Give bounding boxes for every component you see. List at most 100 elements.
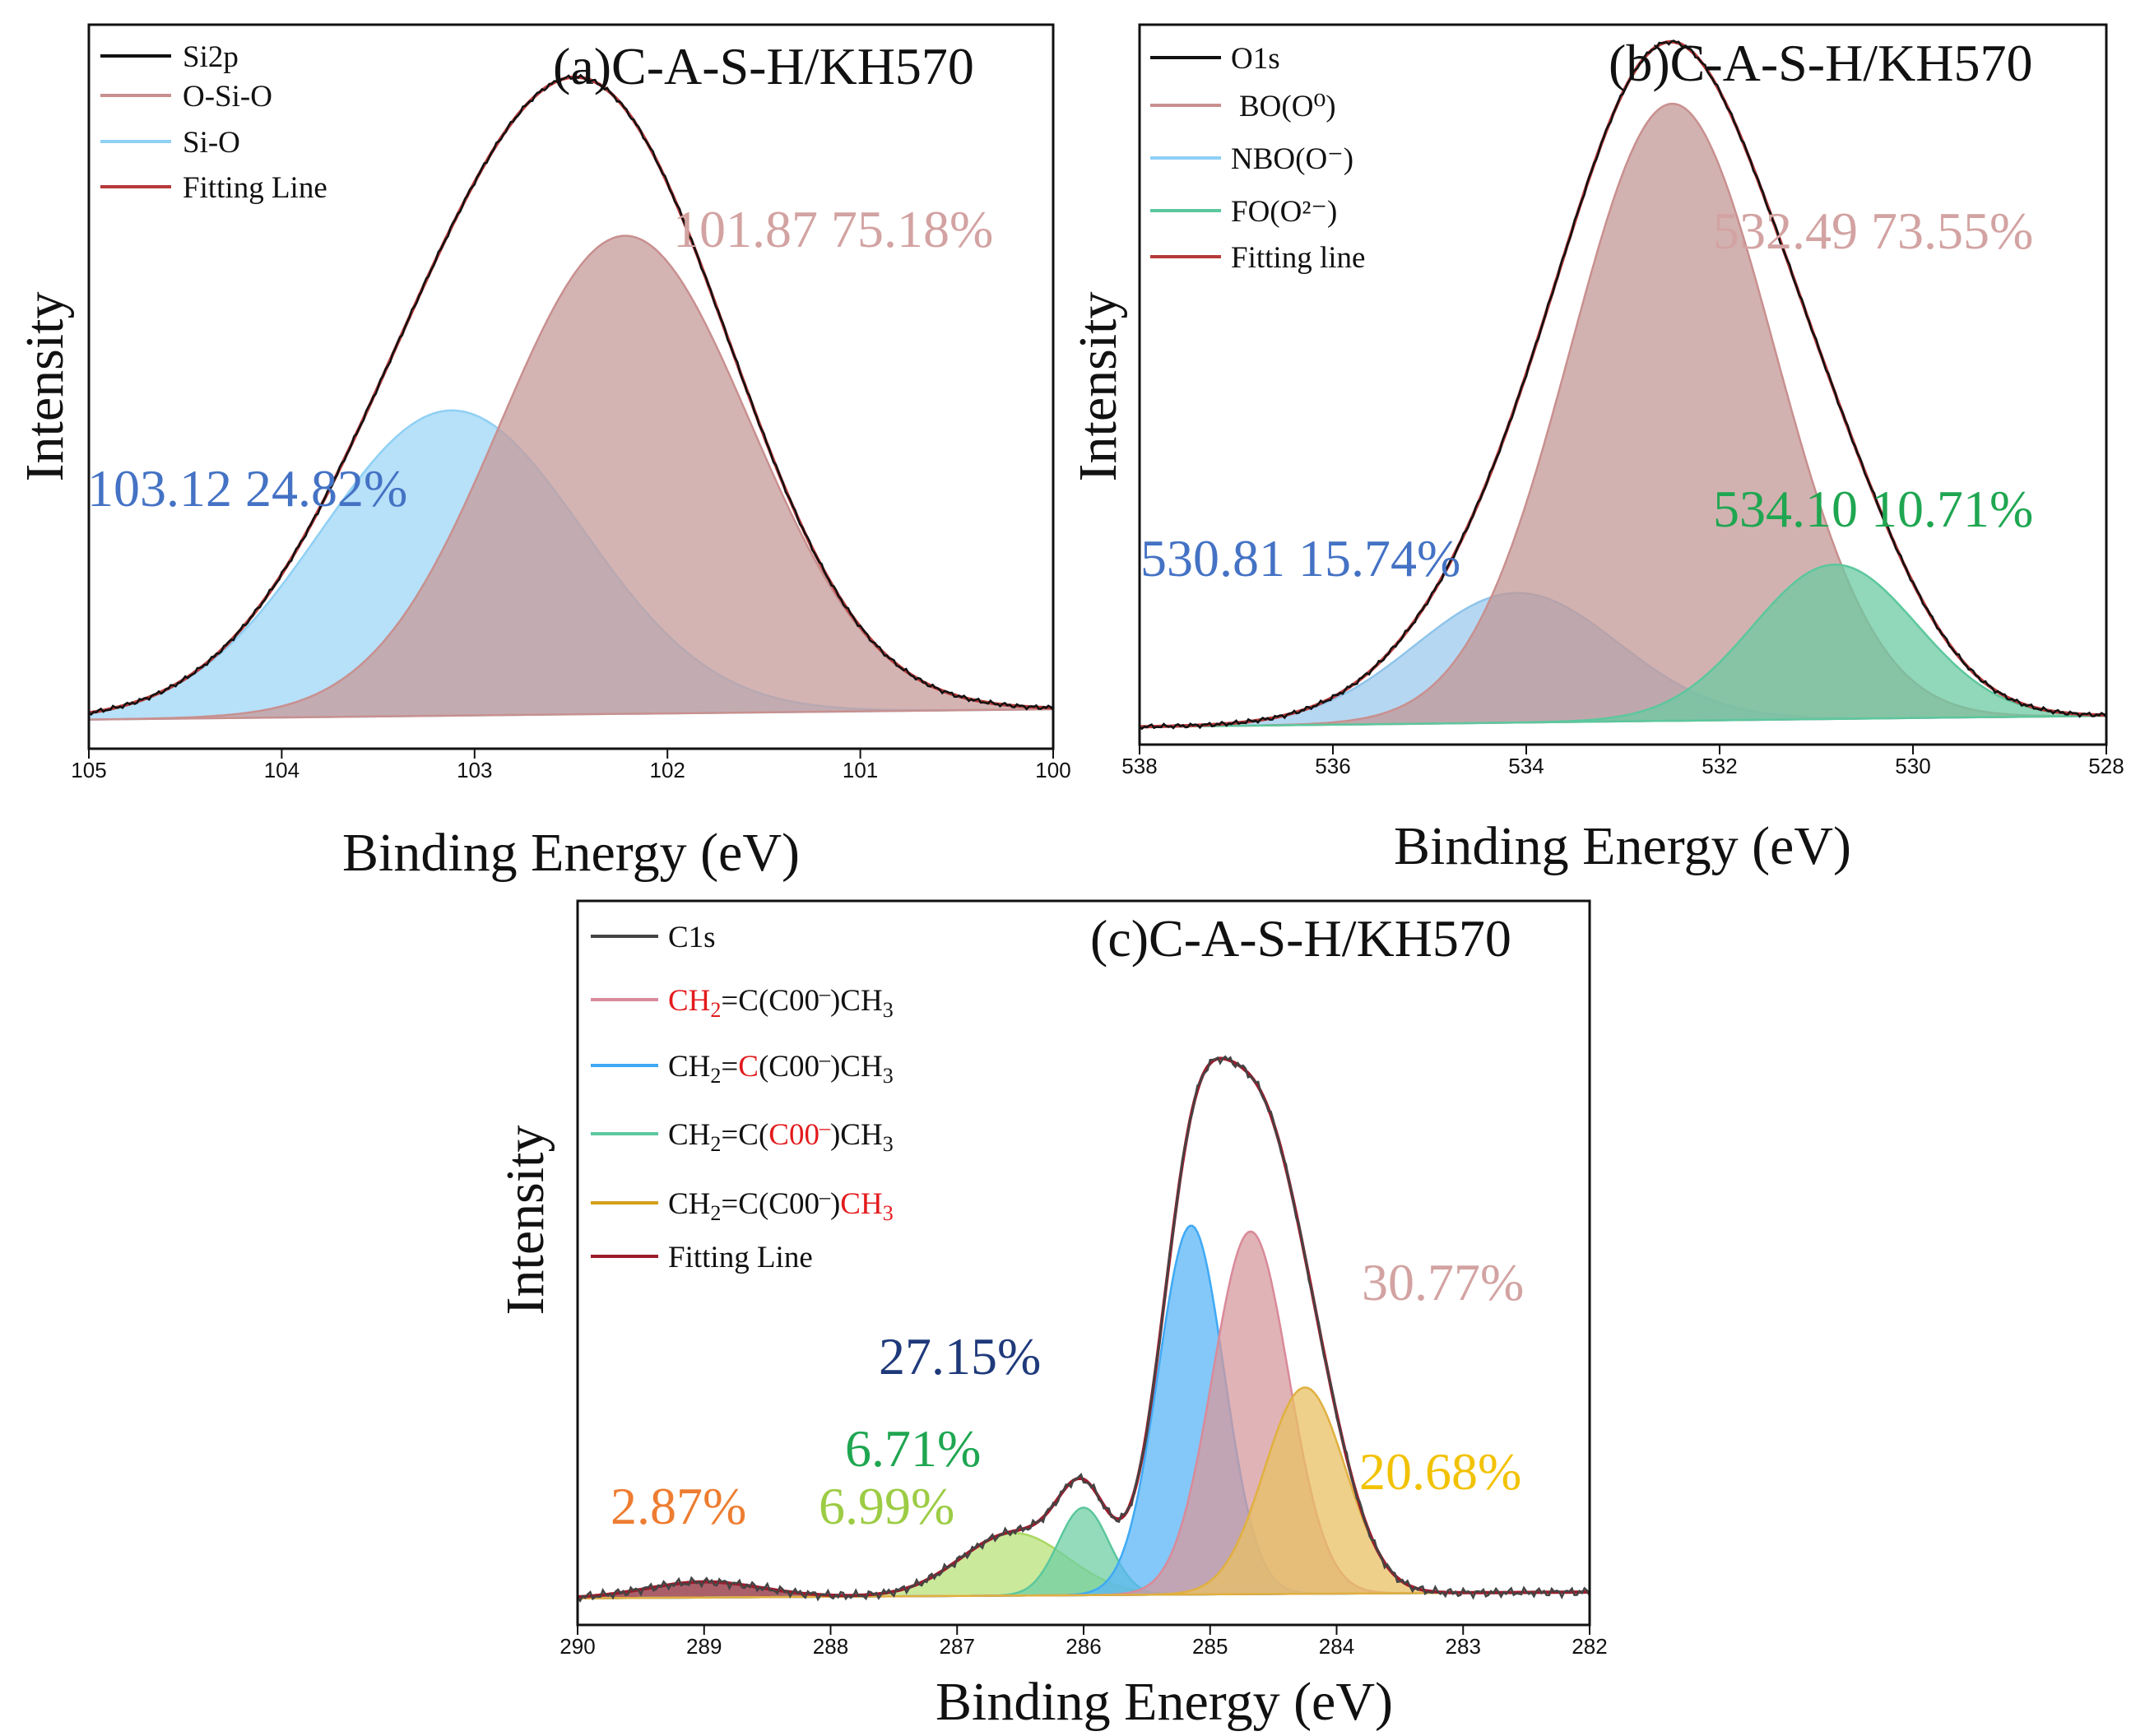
- panel-b-x-tick-label: 530: [1895, 754, 1930, 778]
- legend-label-part: C1s: [668, 921, 716, 954]
- panel-c-x-tick-label: 283: [1446, 1634, 1481, 1659]
- legend-label-fo: FO(O²⁻): [1231, 195, 1337, 229]
- legend-label-part: )CH: [830, 1118, 883, 1152]
- legend-label-bo: BO(O⁰): [1239, 90, 1336, 123]
- legend-label-o-si-o: O-Si-O: [183, 80, 272, 114]
- panel-c-annotation-20-68: 20.68%: [1359, 1442, 1521, 1501]
- panel-a-si2p-data-line: [88, 73, 1054, 717]
- legend-label-si2p: Si2p: [183, 40, 239, 74]
- legend-label-part: C: [738, 1050, 759, 1084]
- panel-b-plot-frame: [1138, 23, 2108, 746]
- legend-label-c1s-0: C1s: [668, 921, 716, 954]
- legend-label-fitting-line: Fitting line: [1231, 241, 1365, 275]
- legend-label-part: 2: [710, 1064, 721, 1088]
- legend-label-c1s-4: CH2=C(C00–)CH3: [668, 1185, 894, 1225]
- legend-label-o1s: O1s: [1231, 42, 1280, 76]
- panel-a-x-tick-label: 102: [650, 758, 685, 782]
- panel-c-x-ticks: 290 289 288 287 286 285 284 283 282: [559, 1625, 1608, 1659]
- legend-label-part: 3: [883, 1132, 894, 1156]
- panel-c-x-tick-label: 285: [1192, 1634, 1228, 1659]
- panel-c-title: (c)C-A-S-H/KH570: [1090, 909, 1511, 968]
- panel-b-legend: O1s BO(O⁰) NBO(O⁻) FO(O²⁻) Fitting line: [1150, 42, 1365, 275]
- legend-label-part: –: [819, 1116, 831, 1140]
- legend-label-part: C00: [768, 1118, 819, 1152]
- panel-b-x-tick-label: 538: [1121, 754, 1157, 778]
- panel-a-x-tick-label: 105: [71, 758, 106, 782]
- legend-label-part: 3: [883, 1201, 894, 1225]
- panel-a-x-ticks: 105 104 103 102 101 100: [71, 749, 1071, 782]
- legend-label-part: 3: [883, 1064, 894, 1088]
- panel-c: 290 289 288 287 286 285 284 283 282 C1sCH2=C(C00…: [495, 899, 1608, 1732]
- legend-label-part: =C(C00: [721, 984, 819, 1018]
- panel-a-x-tick-label: 103: [457, 758, 492, 782]
- panel-c-c1s-data-line: [576, 1055, 1591, 1603]
- panel-c-x-tick-label: 287: [940, 1634, 975, 1659]
- panel-c-annotation-6-71: 6.71%: [845, 1419, 981, 1478]
- panel-b-y-axis-title: Intensity: [1068, 292, 1128, 482]
- legend-label-fitting-line: Fitting Line: [183, 171, 327, 205]
- panel-b-annotation-bo: 532.49 73.55%: [1713, 202, 2033, 260]
- panel-c-x-tick-label: 282: [1572, 1634, 1607, 1659]
- panel-a-x-axis-title: Binding Energy (eV): [342, 823, 800, 883]
- legend-label-part: CH: [840, 1187, 882, 1221]
- legend-label-part: (C00: [759, 1050, 819, 1084]
- legend-label-part: Fitting Line: [668, 1241, 813, 1274]
- panel-c-annotation-27-15: 27.15%: [879, 1327, 1041, 1386]
- panel-b-peak-2: [1139, 564, 2108, 728]
- legend-label-part: 3: [883, 998, 894, 1022]
- panel-c-x-tick-label: 290: [559, 1634, 595, 1659]
- legend-label-part: –: [819, 982, 831, 1005]
- legend-label-part: 2: [710, 998, 721, 1022]
- legend-label-c1s-1: CH2=C(C00–)CH3: [668, 982, 894, 1022]
- panel-a-y-axis-title: Intensity: [15, 292, 75, 482]
- legend-label-c1s-2: CH2=C(C00–)CH3: [668, 1047, 894, 1088]
- panel-c-x-tick-label: 286: [1066, 1634, 1101, 1659]
- legend-label-part: CH: [668, 1118, 710, 1152]
- legend-label-part: )CH: [830, 984, 883, 1018]
- panel-a-annotation-o-si-o: 101.87 75.18%: [673, 200, 993, 258]
- panel-a-legend: Si2p O-Si-O Si-O Fitting Line: [100, 40, 327, 205]
- panel-a-title: (a)C-A-S-H/KH570: [553, 37, 974, 95]
- panel-b-annotation-nbo: 530.81 15.74%: [1140, 529, 1460, 587]
- panel-b-x-tick-label: 534: [1508, 754, 1544, 778]
- legend-label-part: 2: [710, 1201, 721, 1225]
- panel-b-x-tick-label: 532: [1702, 754, 1737, 778]
- panel-b-o1s-data-line: [1139, 39, 2107, 731]
- panel-c-y-axis-title: Intensity: [495, 1126, 555, 1316]
- panel-a: 105 104 103 102 101 100 Si2p O-Si-O Si-O Fitt…: [15, 23, 1071, 883]
- panel-b-x-tick-label: 536: [1315, 754, 1350, 778]
- panel-a-x-tick-label: 100: [1035, 758, 1070, 782]
- panel-b-annotation-fo: 534.10 10.71%: [1713, 480, 2033, 538]
- panel-c-annotation-30-77: 30.77%: [1362, 1253, 1524, 1311]
- panel-b: 538 536 534 532 530 528 O1s BO(O⁰) NBO(O⁻) FO…: [1068, 23, 2124, 876]
- panel-a-annotation-si-o: 103.12 24.82%: [87, 459, 407, 518]
- panel-b-x-tick-label: 528: [2088, 754, 2124, 778]
- legend-label-part: )CH: [830, 1050, 883, 1084]
- legend-label-part: –: [819, 1047, 831, 1071]
- panel-c-x-tick-label: 284: [1319, 1634, 1354, 1659]
- legend-label-part: =: [721, 1050, 738, 1084]
- legend-label-part: CH: [668, 1050, 710, 1084]
- legend-label-part: ): [830, 1187, 840, 1221]
- legend-label-c1s-3: CH2=C(C00–)CH3: [668, 1116, 894, 1156]
- panel-b-x-ticks: 538 536 534 532 530 528: [1121, 745, 2124, 778]
- legend-label-part: CH: [668, 1187, 710, 1221]
- panel-a-plot-frame: [87, 23, 1055, 750]
- panel-b-x-axis-title: Binding Energy (eV): [1394, 816, 1851, 876]
- panel-b-title: (b)C-A-S-H/KH570: [1609, 34, 2033, 92]
- legend-label-part: –: [819, 1185, 831, 1209]
- legend-label-part: 2: [710, 1132, 721, 1156]
- legend-label-nbo: NBO(O⁻): [1231, 142, 1353, 176]
- panel-c-x-axis-title: Binding Energy (eV): [936, 1672, 1393, 1732]
- panel-c-x-tick-label: 289: [686, 1634, 722, 1659]
- legend-label-part: =C(: [721, 1118, 768, 1152]
- legend-label-c1s-5: Fitting Line: [668, 1241, 813, 1274]
- legend-label-si-o: Si-O: [183, 126, 240, 160]
- panel-c-annotation-2-87: 2.87%: [611, 1477, 746, 1535]
- panel-a-x-tick-label: 104: [264, 758, 299, 782]
- legend-label-part: CH: [668, 984, 710, 1018]
- panel-c-legend: C1sCH2=C(C00–)CH3CH2=C(C00–)CH3CH2=C(C00…: [591, 921, 894, 1274]
- panel-c-annotation-6-99: 6.99%: [819, 1477, 954, 1535]
- panel-c-x-tick-label: 288: [813, 1634, 848, 1659]
